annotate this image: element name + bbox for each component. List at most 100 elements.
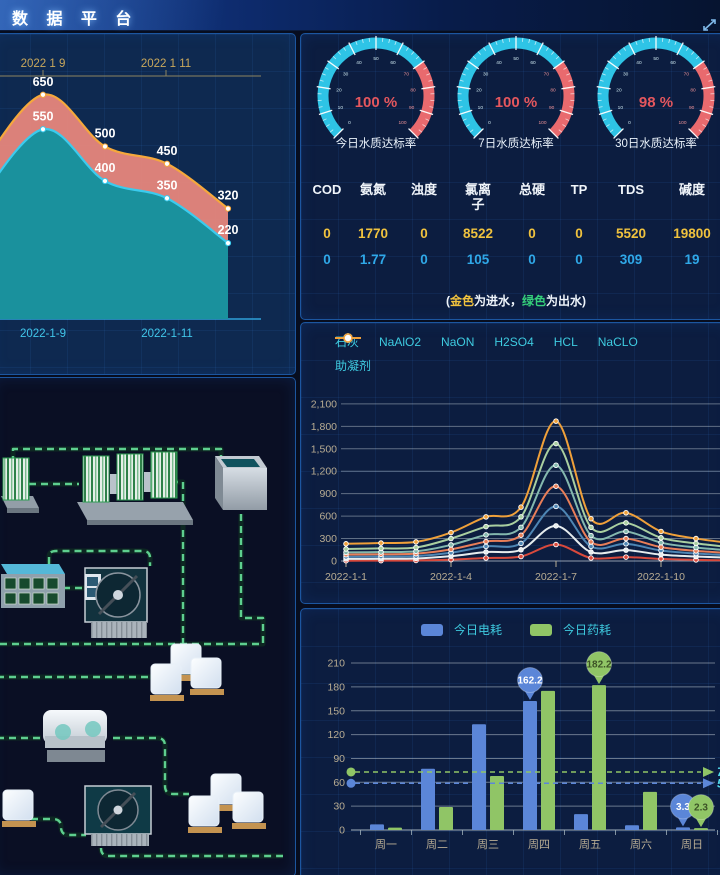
dewatering-machine (43, 710, 107, 762)
svg-text:90: 90 (549, 105, 555, 111)
svg-text:300: 300 (319, 533, 337, 545)
svg-text:60: 60 (530, 60, 536, 66)
svg-text:60: 60 (670, 60, 676, 66)
svg-text:650: 650 (33, 75, 54, 89)
svg-text:0: 0 (488, 120, 491, 126)
svg-text:10: 10 (618, 105, 624, 111)
gauge-value: 100 % (355, 94, 398, 111)
bar-chemical (541, 690, 555, 830)
water-quality-table: COD 氨氮 浊度 氯离子 总硬 TP TDS 碱度 0 1770 0 8522 0 0 5520 19800… (307, 182, 720, 278)
table-cell-outflow: 0 (528, 252, 536, 267)
svg-text:80: 80 (550, 88, 556, 94)
table-cell-inflow: 1770 (357, 226, 389, 241)
bar-chemical (388, 827, 402, 830)
svg-text:2022-1-11: 2022-1-11 (141, 328, 193, 340)
legend-item[interactable]: 助凝剂 (335, 333, 371, 374)
svg-text:90: 90 (689, 105, 695, 111)
cell-tank (1, 564, 65, 608)
table-cell-outflow: 0 (420, 252, 428, 267)
svg-text:2,100: 2,100 (311, 398, 337, 410)
svg-text:2022-1-1: 2022-1-1 (325, 571, 367, 583)
bar-electric (523, 701, 537, 830)
table-cell-outflow: 1.77 (359, 252, 387, 267)
value-callout: 182.2 (586, 651, 612, 685)
clarifier-tank-1 (84, 567, 148, 638)
clear-water-tank (215, 456, 267, 510)
svg-text:10: 10 (478, 105, 484, 111)
svg-text:0: 0 (628, 120, 631, 126)
svg-text:40: 40 (356, 60, 362, 66)
note-open: ( (445, 294, 450, 308)
svg-text:180: 180 (327, 681, 345, 693)
note-gold: 金色 (449, 294, 474, 308)
svg-text:40: 40 (636, 60, 642, 66)
svg-text:210: 210 (327, 658, 345, 670)
svg-text:30: 30 (333, 801, 345, 813)
svg-text:1,500: 1,500 (311, 443, 337, 455)
panel-water-quality: 0 10 20 30 40 50 60 70 80 90 100 100 % 今日水质达标率 0 10 20 3… (300, 33, 720, 320)
bar-chemical (694, 828, 708, 830)
svg-text:50: 50 (373, 56, 379, 62)
svg-text:70: 70 (684, 72, 690, 78)
column-header: TDS (618, 182, 644, 197)
svg-text:0: 0 (348, 120, 351, 126)
top-bar: 数 据 平 台 (0, 0, 720, 31)
bar-electric (421, 768, 435, 830)
legend-item[interactable]: 今日药耗 (530, 621, 611, 638)
column-header: 碱度 (678, 182, 705, 197)
area-series-1 (0, 129, 228, 319)
table-cell-inflow: 0 (323, 226, 331, 241)
svg-text:30: 30 (623, 72, 629, 78)
line-series-6 (345, 420, 720, 545)
column-header: COD (312, 182, 342, 197)
dosing-legend: 石灰NaAlO2NaONH2SO4HCLNaCLO助凝剂 (335, 333, 720, 381)
consumption-bar-chart: 0 30 60 90 120 150 180 210 周一 周二 周三 周四 周五 周六 周日 72.9758… (327, 651, 720, 851)
svg-text:10: 10 (338, 105, 344, 111)
column-header: 氨氮 (359, 182, 386, 197)
svg-text:3.3: 3.3 (676, 802, 690, 813)
membrane-rack-unit-a (1, 457, 39, 513)
svg-text:1,200: 1,200 (311, 466, 337, 478)
value-callout: 162.2 (517, 667, 543, 701)
svg-text:周二: 周二 (426, 838, 448, 851)
gauge-label: 7日水质达标率 (478, 136, 553, 150)
svg-text:220: 220 (218, 223, 239, 237)
gauge-label: 今日水质达标率 (336, 136, 417, 150)
table-cell-inflow: 8522 (462, 226, 494, 241)
svg-text:320: 320 (218, 189, 239, 203)
svg-text:90: 90 (409, 105, 415, 111)
gauge-value: 100 % (495, 94, 538, 111)
svg-text:70: 70 (404, 72, 410, 78)
column-header: 总硬 (518, 182, 545, 197)
svg-text:60: 60 (333, 777, 345, 789)
svg-text:550: 550 (33, 109, 54, 123)
table-cell-outflow: 19 (684, 252, 700, 267)
bar-chemical (490, 775, 504, 830)
svg-text:58.74: 58.74 (717, 776, 720, 790)
consumption-legend: 今日电耗 今日药耗 (301, 621, 720, 638)
column-header: TP (570, 182, 588, 197)
svg-text:周日: 周日 (681, 838, 703, 851)
svg-text:周六: 周六 (630, 838, 652, 851)
svg-text:2022 1 9: 2022 1 9 (21, 58, 66, 70)
legend-item[interactable]: 今日电耗 (420, 621, 502, 638)
svg-text:2022-1-10: 2022-1-10 (637, 571, 685, 583)
inflow-outflow-area-chart: 2022 1 9 2022 1 11 2022-1-9 2022-1-11 650 500… (0, 58, 261, 340)
expand-icon[interactable] (702, 18, 718, 32)
bar-electric (574, 814, 588, 830)
bar-chemical (439, 806, 453, 830)
svg-text:2022-1-9: 2022-1-9 (20, 328, 66, 340)
bar-electric (472, 724, 486, 830)
svg-text:350: 350 (157, 178, 178, 192)
table-cell-inflow: 0 (528, 226, 536, 241)
svg-text:60: 60 (390, 60, 396, 66)
svg-text:90: 90 (333, 753, 345, 765)
line-series-2 (345, 505, 720, 558)
svg-text:30: 30 (343, 72, 349, 78)
svg-text:40: 40 (496, 60, 502, 66)
line-series-0 (345, 543, 720, 562)
svg-text:150: 150 (327, 705, 345, 717)
svg-text:20: 20 (336, 88, 342, 94)
table-cell-inflow: 5520 (615, 226, 647, 241)
